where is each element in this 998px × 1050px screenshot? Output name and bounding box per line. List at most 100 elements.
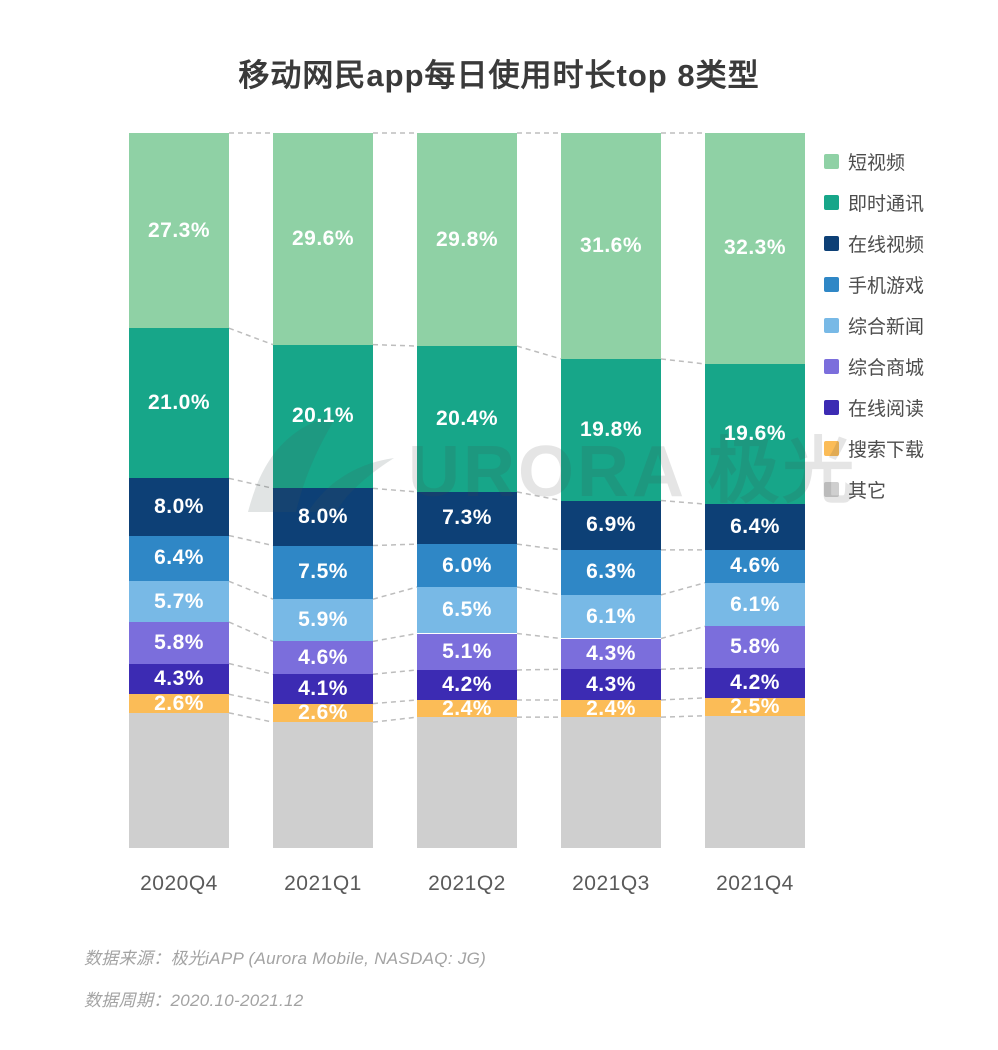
segment-value-label: 2.5% xyxy=(730,694,780,718)
legend-item: 搜索下载 xyxy=(824,437,924,461)
bar-segment xyxy=(417,669,517,700)
bar-segment xyxy=(561,549,661,595)
data-source-note: 数据来源：极光iAPP (Aurora Mobile, NASDAQ: JG) xyxy=(84,949,487,968)
bar-segment xyxy=(273,488,373,546)
bar-segment xyxy=(561,358,661,501)
segment-value-label: 6.1% xyxy=(730,592,780,616)
bar-segment xyxy=(129,712,229,848)
bar-segment xyxy=(705,363,805,505)
legend-item: 综合商城 xyxy=(824,355,924,379)
x-axis-label: 2021Q3 xyxy=(572,872,650,895)
segment-value-label: 2.6% xyxy=(154,691,204,715)
bar-segment xyxy=(129,133,229,329)
bar-segment xyxy=(705,582,805,627)
segment-value-label: 4.2% xyxy=(442,672,492,696)
legend-item: 其它 xyxy=(824,478,924,502)
legend-item: 在线视频 xyxy=(824,232,924,256)
x-axis-label: 2021Q4 xyxy=(716,872,794,895)
segment-value-label: 6.3% xyxy=(586,560,636,584)
bar-segment xyxy=(705,549,805,583)
segment-value-label: 4.6% xyxy=(730,554,780,578)
legend-swatch-icon xyxy=(824,440,839,456)
x-axis-label: 2020Q4 xyxy=(140,872,218,895)
bar-segment xyxy=(273,703,373,723)
segment-value-label: 4.1% xyxy=(298,676,348,700)
segment-value-label: 4.3% xyxy=(154,666,204,690)
segment-value-label: 20.1% xyxy=(291,404,355,428)
segment-value-label: 4.3% xyxy=(586,641,636,665)
bar-segment xyxy=(129,535,229,582)
bar-segment xyxy=(273,133,373,345)
bar-segment xyxy=(273,674,373,704)
bar-segment xyxy=(273,722,373,848)
bar-segment xyxy=(417,633,517,670)
legend: 短视频 即时通讯 在线视频 手机游戏 综合新闻 综合商城 在线阅读 搜索下载 其它 xyxy=(824,150,924,519)
bar-segment xyxy=(417,491,517,545)
segment-value-label: 29.6% xyxy=(291,226,355,250)
legend-label: 综合新闻 xyxy=(848,316,925,338)
bar-segment xyxy=(561,500,661,550)
data-period-note: 数据周期：2020.10-2021.12 xyxy=(84,991,304,1010)
segment-value-label: 6.0% xyxy=(442,553,492,577)
legend-label: 手机游戏 xyxy=(848,275,925,297)
segment-value-label: 5.7% xyxy=(154,589,204,613)
segment-value-label: 27.3% xyxy=(147,218,211,242)
bar-segment xyxy=(705,504,805,550)
bar-segment xyxy=(561,699,661,718)
segment-value-label: 20.4% xyxy=(435,406,499,430)
segment-value-label: 19.6% xyxy=(723,422,787,445)
bar-segment xyxy=(417,544,517,588)
bar-segment xyxy=(417,587,517,634)
bar-segment xyxy=(705,697,805,716)
bar-segment xyxy=(417,346,517,492)
segment-value-label: 21.0% xyxy=(147,391,211,415)
segment-value-label: 29.8% xyxy=(435,227,499,251)
legend-swatch-icon xyxy=(824,317,839,333)
legend-label: 短视频 xyxy=(848,152,906,174)
legend-label: 在线阅读 xyxy=(848,398,925,420)
bar-segment xyxy=(273,599,373,642)
segment-value-label: 4.3% xyxy=(586,672,636,696)
x-axis-label: 2021Q2 xyxy=(428,872,506,895)
bar-segment xyxy=(705,133,805,364)
bar-segment xyxy=(417,699,517,718)
bar-segment xyxy=(561,638,661,670)
segment-value-label: 2.4% xyxy=(442,696,492,720)
segment-value-label: 8.0% xyxy=(298,504,348,528)
bar-segment xyxy=(129,622,229,664)
segment-value-label: 31.6% xyxy=(579,233,643,257)
segment-value-label: 8.0% xyxy=(154,494,204,518)
legend-swatch-icon xyxy=(824,481,839,497)
segment-value-label: 6.9% xyxy=(586,513,636,537)
legend-swatch-icon xyxy=(824,235,839,251)
segment-value-label: 5.8% xyxy=(730,635,780,659)
x-axis-label: 2021Q1 xyxy=(284,872,362,895)
segment-value-label: 6.1% xyxy=(586,604,636,628)
bar-segment xyxy=(129,694,229,713)
bar-segment xyxy=(561,717,661,848)
legend-swatch-icon xyxy=(824,276,839,292)
segment-value-label: 5.1% xyxy=(442,639,492,663)
bar-segment xyxy=(129,581,229,623)
bar-segment xyxy=(561,669,661,700)
bar-segment xyxy=(705,667,805,698)
bar-segment xyxy=(561,594,661,639)
segment-value-label: 32.3% xyxy=(723,236,787,260)
segment-value-label: 6.4% xyxy=(730,514,780,538)
bar-segment xyxy=(417,717,517,848)
chart-title: 移动网民app每日使用时长top 8类型 xyxy=(238,58,760,93)
bar-segment xyxy=(129,663,229,695)
footer: 数据来源：极光iAPP (Aurora Mobile, NASDAQ: JG) … xyxy=(84,944,486,1028)
legend-swatch-icon xyxy=(824,153,839,169)
bar-segment xyxy=(705,715,805,848)
legend-swatch-icon xyxy=(824,399,839,415)
legend-item: 综合新闻 xyxy=(824,314,925,338)
segment-value-label: 5.9% xyxy=(298,608,348,632)
bar-segment xyxy=(417,133,517,347)
legend-item: 手机游戏 xyxy=(824,273,925,297)
bar-segment xyxy=(273,344,373,489)
segment-value-label: 2.4% xyxy=(586,696,636,720)
segment-value-label: 6.5% xyxy=(442,598,492,622)
legend-item: 在线阅读 xyxy=(824,396,925,420)
